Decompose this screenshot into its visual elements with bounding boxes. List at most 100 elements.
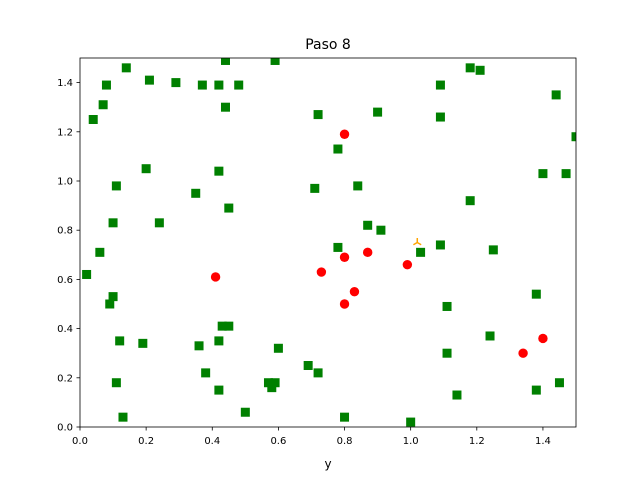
square-point: [363, 220, 373, 230]
square-point: [416, 247, 426, 257]
square-point: [138, 338, 148, 348]
y-tick-label: 0.4: [57, 324, 73, 335]
y-tick-label: 1.4: [57, 78, 73, 89]
square-point: [121, 63, 131, 73]
square-point: [333, 242, 343, 252]
square-point: [465, 63, 475, 73]
x-tick-label: 1.4: [535, 436, 551, 447]
square-point: [373, 107, 383, 117]
square-point: [465, 196, 475, 206]
circle-point: [402, 259, 413, 270]
y-tick-label: 0.2: [57, 373, 73, 384]
x-tick-label: 0.6: [270, 436, 286, 447]
y-tick-label: 0.8: [57, 226, 73, 237]
square-point: [217, 321, 227, 331]
circle-point: [349, 287, 360, 297]
square-point: [303, 361, 313, 370]
square-point: [313, 368, 323, 378]
square-point: [551, 90, 561, 100]
x-axis-label: y: [324, 457, 331, 471]
square-point: [214, 80, 224, 90]
square-point: [485, 331, 495, 341]
square-point: [171, 78, 181, 88]
square-point: [240, 407, 250, 417]
square-point: [144, 75, 154, 85]
square-point: [488, 245, 498, 255]
square-point: [95, 247, 105, 257]
square-point: [224, 203, 234, 213]
square-point: [214, 166, 224, 176]
circle-point: [538, 333, 548, 344]
tri-point: [413, 238, 422, 246]
square-point: [333, 144, 343, 154]
square-point: [531, 385, 541, 395]
square-point: [201, 368, 211, 378]
square-point: [220, 58, 230, 65]
square-point: [101, 80, 111, 90]
square-point: [376, 225, 386, 235]
circle-point: [316, 267, 327, 277]
square-point: [194, 341, 204, 351]
y-tick-label: 1.0: [57, 177, 73, 188]
square-point: [82, 269, 92, 279]
x-tick-label: 0.0: [72, 436, 88, 447]
square-point: [214, 336, 224, 346]
x-tick-label: 0.2: [138, 436, 154, 447]
square-point: [224, 321, 234, 331]
square-point: [571, 132, 576, 142]
x-tick-label: 1.2: [469, 436, 485, 447]
square-point: [234, 80, 244, 90]
square-point: [98, 100, 108, 110]
y-tick-label: 0.0: [57, 423, 73, 434]
chart-title: Paso 8: [305, 37, 351, 53]
square-point: [561, 169, 571, 179]
square-point: [154, 218, 164, 228]
square-point: [118, 412, 128, 422]
square-point: [270, 58, 280, 65]
square-point: [115, 336, 125, 346]
square-point: [435, 112, 445, 122]
square-point: [435, 80, 445, 90]
square-point: [191, 188, 201, 198]
x-tick-label: 0.8: [337, 436, 353, 447]
square-point: [442, 348, 452, 358]
square-point: [452, 390, 462, 400]
square-point: [313, 110, 323, 120]
square-point: [108, 218, 118, 228]
square-point: [141, 164, 151, 174]
square-point: [442, 301, 452, 311]
square-point: [197, 80, 207, 90]
axes: 0.0 0.2 0.4 0.6 0.8 1.0 1.2 1.4 0.0 0.2 0.4 0.6 0.8 1…: [57, 57, 577, 447]
circle-point: [362, 247, 373, 258]
circle-point: [518, 348, 528, 358]
square-point: [270, 378, 280, 388]
square-point: [310, 183, 320, 193]
square-point: [531, 289, 541, 299]
square-point: [340, 412, 350, 422]
square-point: [353, 181, 363, 191]
plot-marks: [82, 58, 576, 427]
square-point: [267, 383, 277, 393]
y-tick-label: 1.2: [57, 127, 73, 138]
circle-point: [339, 252, 350, 262]
square-point: [435, 240, 445, 250]
square-point: [273, 343, 283, 353]
x-tick-label: 0.4: [204, 436, 220, 447]
square-point: [406, 417, 416, 427]
square-point: [538, 169, 548, 179]
circle-point: [339, 129, 350, 139]
square-point: [263, 378, 273, 388]
square-point: [554, 378, 564, 388]
square-point: [111, 378, 121, 388]
square-point: [105, 299, 115, 309]
square-point: [220, 102, 230, 112]
y-tick-label: 0.6: [57, 275, 73, 286]
circle-point: [210, 272, 221, 282]
plot-frame: [79, 57, 577, 428]
square-point: [111, 181, 121, 191]
x-tick-label: 1.0: [403, 436, 419, 447]
square-point: [108, 292, 118, 302]
square-point: [88, 115, 98, 124]
